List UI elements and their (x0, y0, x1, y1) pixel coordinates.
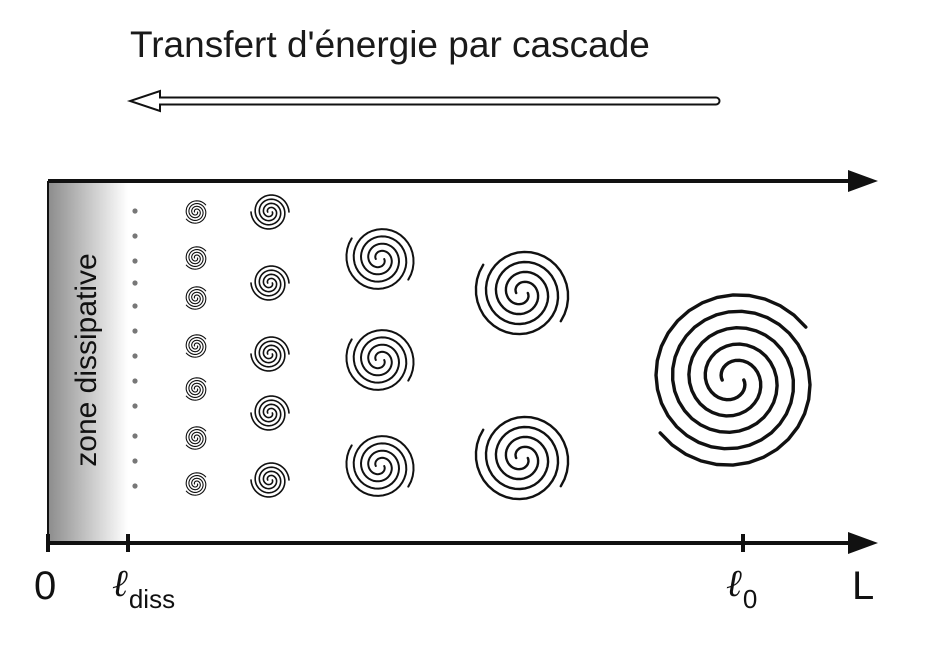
eddy-swirl (186, 473, 206, 495)
origin-label: 0 (34, 566, 56, 606)
l0-label: ℓ0 (726, 563, 756, 603)
eddy-swirl (251, 337, 289, 371)
eddy-dot (132, 233, 137, 238)
ldiss-label: ℓdiss (112, 563, 174, 603)
cascade-arrow (130, 91, 720, 111)
eddy-swirl (186, 287, 206, 309)
cascade-title: Transfert d'énergie par cascade (130, 24, 650, 66)
eddy-dot (132, 378, 137, 383)
eddy-swirl (186, 427, 206, 449)
eddy-dot (132, 458, 137, 463)
eddy-swirl (186, 335, 206, 357)
eddy-swirl (186, 378, 206, 400)
eddy-swirl (476, 252, 568, 334)
eddy-swirl (347, 436, 414, 496)
eddies-group (132, 195, 810, 499)
eddy-dot (132, 208, 137, 213)
l-end-label: L (852, 566, 874, 606)
eddy-swirl (251, 463, 289, 497)
eddy-swirl (251, 266, 289, 300)
bottom-axis (48, 532, 878, 554)
eddy-swirl (186, 201, 206, 223)
eddy-swirl (251, 396, 289, 430)
eddy-dot (132, 280, 137, 285)
eddy-swirl (347, 229, 414, 289)
eddy-dot (132, 303, 137, 308)
eddy-dot (132, 483, 137, 488)
eddy-swirl (186, 247, 206, 269)
eddy-dot (132, 258, 137, 263)
eddy-swirl (656, 295, 810, 465)
eddy-swirl (251, 195, 289, 229)
eddy-dot (132, 403, 137, 408)
zone-dissipative-label: zone dissipative (70, 253, 104, 466)
eddy-swirl (476, 417, 568, 499)
eddy-dot (132, 433, 137, 438)
eddy-dot (132, 328, 137, 333)
eddy-swirl (347, 330, 414, 390)
eddy-dot (132, 353, 137, 358)
top-axis (48, 170, 878, 192)
